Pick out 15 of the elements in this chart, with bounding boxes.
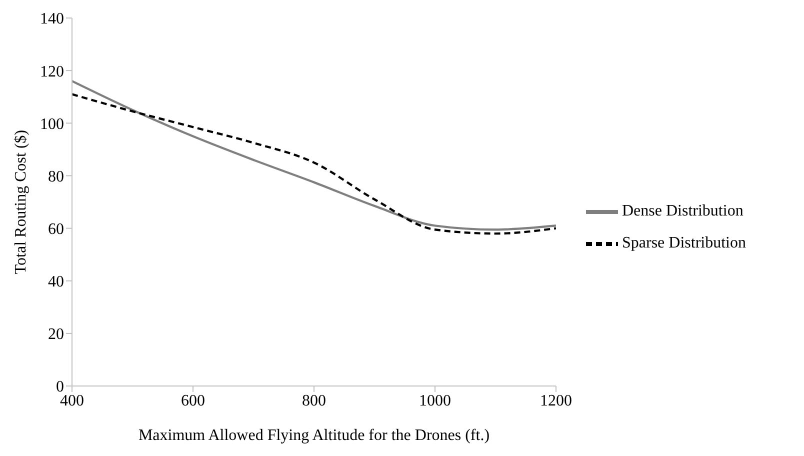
x-tick-label: 600 bbox=[181, 392, 205, 410]
y-tick-label: 40 bbox=[48, 274, 64, 291]
y-tick-label: 140 bbox=[40, 10, 64, 28]
y-tick-label: 80 bbox=[48, 168, 64, 186]
y-tick-label: 60 bbox=[48, 220, 64, 238]
y-tick-label: 120 bbox=[40, 63, 64, 80]
legend-label: Sparse Distribution bbox=[622, 234, 746, 252]
x-tick-label: 800 bbox=[302, 392, 326, 410]
legend-label: Dense Distribution bbox=[622, 202, 744, 220]
x-axis-title: Maximum Allowed Flying Altitude for the Drones (ft.) bbox=[138, 427, 490, 444]
y-tick-label: 100 bbox=[40, 116, 64, 133]
x-tick-label: 1000 bbox=[419, 392, 451, 410]
y-tick-label: 20 bbox=[48, 326, 64, 344]
y-axis-title: Total Routing Cost ($) bbox=[12, 130, 30, 274]
x-tick-label: 1200 bbox=[540, 392, 572, 410]
